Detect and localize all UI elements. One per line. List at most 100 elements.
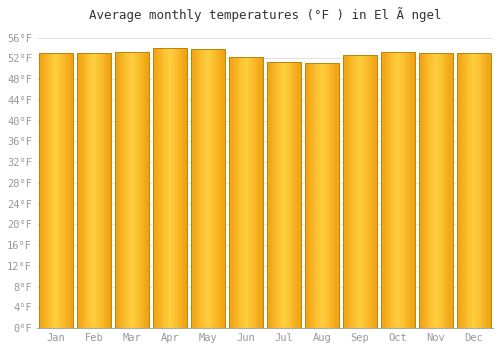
Bar [283,62,284,328]
Bar [244,57,245,328]
Bar [124,52,125,328]
Bar [39,52,40,328]
Bar [67,52,68,328]
Bar [280,62,281,328]
Bar [135,52,136,328]
Bar [483,52,484,328]
Bar [134,52,135,328]
Bar [351,55,352,328]
Bar [473,52,474,328]
Bar [94,52,95,328]
Bar [156,48,158,328]
Bar [235,57,236,328]
Bar [56,52,57,328]
Bar [68,52,69,328]
Bar [426,52,427,328]
Bar [305,63,338,328]
Bar [360,55,361,328]
Bar [77,52,78,328]
Title: Average monthly temperatures (°F ) in El Ã ngel: Average monthly temperatures (°F ) in El… [88,7,441,22]
Bar [434,52,435,328]
Bar [382,52,384,328]
Bar [164,48,166,328]
Bar [172,48,173,328]
Bar [399,52,400,328]
Bar [245,57,246,328]
Bar [392,52,394,328]
Bar [348,55,349,328]
Bar [257,57,258,328]
Bar [169,48,170,328]
Bar [344,55,346,328]
Bar [396,52,397,328]
Bar [120,52,122,328]
Bar [141,52,142,328]
Bar [240,57,242,328]
Bar [346,55,348,328]
Bar [435,52,436,328]
Bar [332,63,333,328]
Bar [84,52,85,328]
Bar [356,55,358,328]
Bar [248,57,250,328]
Bar [425,52,426,328]
Bar [361,55,362,328]
Bar [179,48,180,328]
Bar [39,52,72,328]
Bar [86,52,87,328]
Bar [354,55,356,328]
Bar [258,57,260,328]
Bar [330,63,331,328]
Bar [145,52,146,328]
Bar [198,49,199,328]
Bar [408,52,409,328]
Bar [132,52,133,328]
Bar [140,52,141,328]
Bar [312,63,313,328]
Bar [49,52,50,328]
Bar [48,52,49,328]
Bar [219,49,220,328]
Bar [445,52,446,328]
Bar [44,52,46,328]
Bar [230,57,232,328]
Bar [293,62,294,328]
Bar [196,49,198,328]
Bar [488,52,490,328]
Bar [462,52,463,328]
Bar [272,62,273,328]
Bar [182,48,184,328]
Bar [174,48,176,328]
Bar [161,48,162,328]
Bar [254,57,255,328]
Bar [322,63,323,328]
Bar [216,49,217,328]
Bar [274,62,275,328]
Bar [168,48,169,328]
Bar [366,55,368,328]
Bar [143,52,144,328]
Bar [46,52,47,328]
Bar [60,52,62,328]
Bar [308,63,310,328]
Bar [321,63,322,328]
Bar [171,48,172,328]
Bar [126,52,128,328]
Bar [344,55,376,328]
Bar [142,52,143,328]
Bar [78,52,80,328]
Bar [437,52,438,328]
Bar [275,62,276,328]
Bar [440,52,442,328]
Bar [390,52,392,328]
Bar [153,48,154,328]
Bar [311,63,312,328]
Bar [100,52,102,328]
Bar [422,52,424,328]
Bar [158,48,160,328]
Bar [430,52,432,328]
Bar [294,62,295,328]
Bar [250,57,252,328]
Bar [350,55,351,328]
Bar [276,62,277,328]
